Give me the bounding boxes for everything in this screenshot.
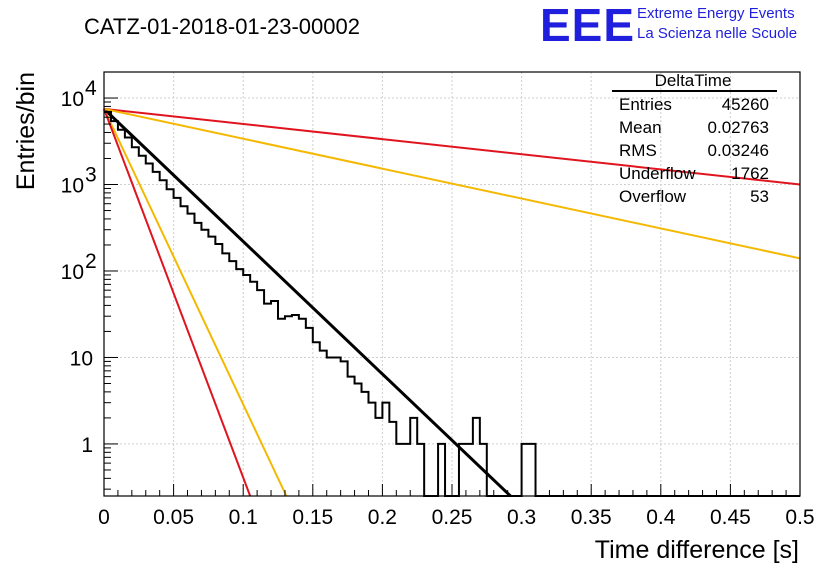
stats-value: 1762 bbox=[731, 164, 769, 183]
y-axis-title: Entries/bin bbox=[12, 72, 40, 190]
black-fit-line bbox=[102, 107, 512, 498]
y-tick-label: 1 bbox=[81, 434, 93, 457]
axis-ticks bbox=[103, 71, 801, 496]
y-tick-label: 10 bbox=[61, 175, 84, 198]
stats-label: RMS bbox=[619, 141, 657, 160]
x-tick-labels: 0 0.05 0.1 0.15 0.2 0.25 0.3 0.35 0.4 0.45 0.5 bbox=[98, 506, 814, 529]
x-tick-label: 0.4 bbox=[646, 506, 676, 529]
x-tick-label: 0 bbox=[98, 506, 110, 529]
x-tick-label: 0.05 bbox=[153, 506, 194, 529]
x-tick-label: 0.35 bbox=[571, 506, 612, 529]
run-title: CATZ-01-2018-01-23-00002 bbox=[84, 14, 360, 39]
stats-label: Entries bbox=[619, 95, 672, 114]
y-tick-exponent: 2 bbox=[85, 250, 97, 273]
stats-value: 0.03246 bbox=[708, 141, 769, 160]
y-tick-label: 10 bbox=[61, 88, 84, 111]
x-tick-label: 0.15 bbox=[292, 506, 333, 529]
stats-label: Overflow bbox=[619, 187, 687, 206]
y-tick-label: 10 bbox=[70, 347, 93, 370]
orange-fit-line bbox=[103, 108, 288, 497]
red-fit-line bbox=[103, 107, 801, 186]
stats-label: Underflow bbox=[619, 164, 696, 183]
logo-line-2: La Scienza nelle Scuole bbox=[637, 25, 797, 42]
y-tick-exponent: 3 bbox=[85, 164, 97, 187]
y-tick-label: 10 bbox=[61, 261, 84, 284]
x-tick-label: 0.3 bbox=[507, 506, 536, 529]
x-tick-label: 0.5 bbox=[785, 506, 814, 529]
x-tick-label: 0.25 bbox=[432, 506, 473, 529]
logo-line-1: Extreme Energy Events bbox=[637, 5, 795, 22]
stats-value: 0.02763 bbox=[708, 118, 769, 137]
x-tick-label: 0.45 bbox=[710, 506, 751, 529]
y-tick-exponent: 4 bbox=[85, 77, 97, 100]
eee-logo: EEE bbox=[540, 0, 635, 51]
x-tick-label: 0.2 bbox=[368, 506, 397, 529]
fit-lines bbox=[102, 107, 801, 498]
x-tick-label: 0.1 bbox=[229, 506, 258, 529]
x-axis-title: Time difference [s] bbox=[595, 536, 799, 564]
stats-label: Mean bbox=[619, 118, 662, 137]
grid bbox=[103, 72, 801, 496]
stats-box: DeltaTime Entries 45260 Mean 0.02763 RMS 0.03… bbox=[612, 71, 777, 206]
stats-title: DeltaTime bbox=[655, 71, 732, 90]
stats-value: 53 bbox=[750, 187, 769, 206]
red-fit-line bbox=[103, 108, 252, 497]
stats-value: 45260 bbox=[722, 95, 769, 114]
orange-fit-line bbox=[103, 107, 801, 260]
